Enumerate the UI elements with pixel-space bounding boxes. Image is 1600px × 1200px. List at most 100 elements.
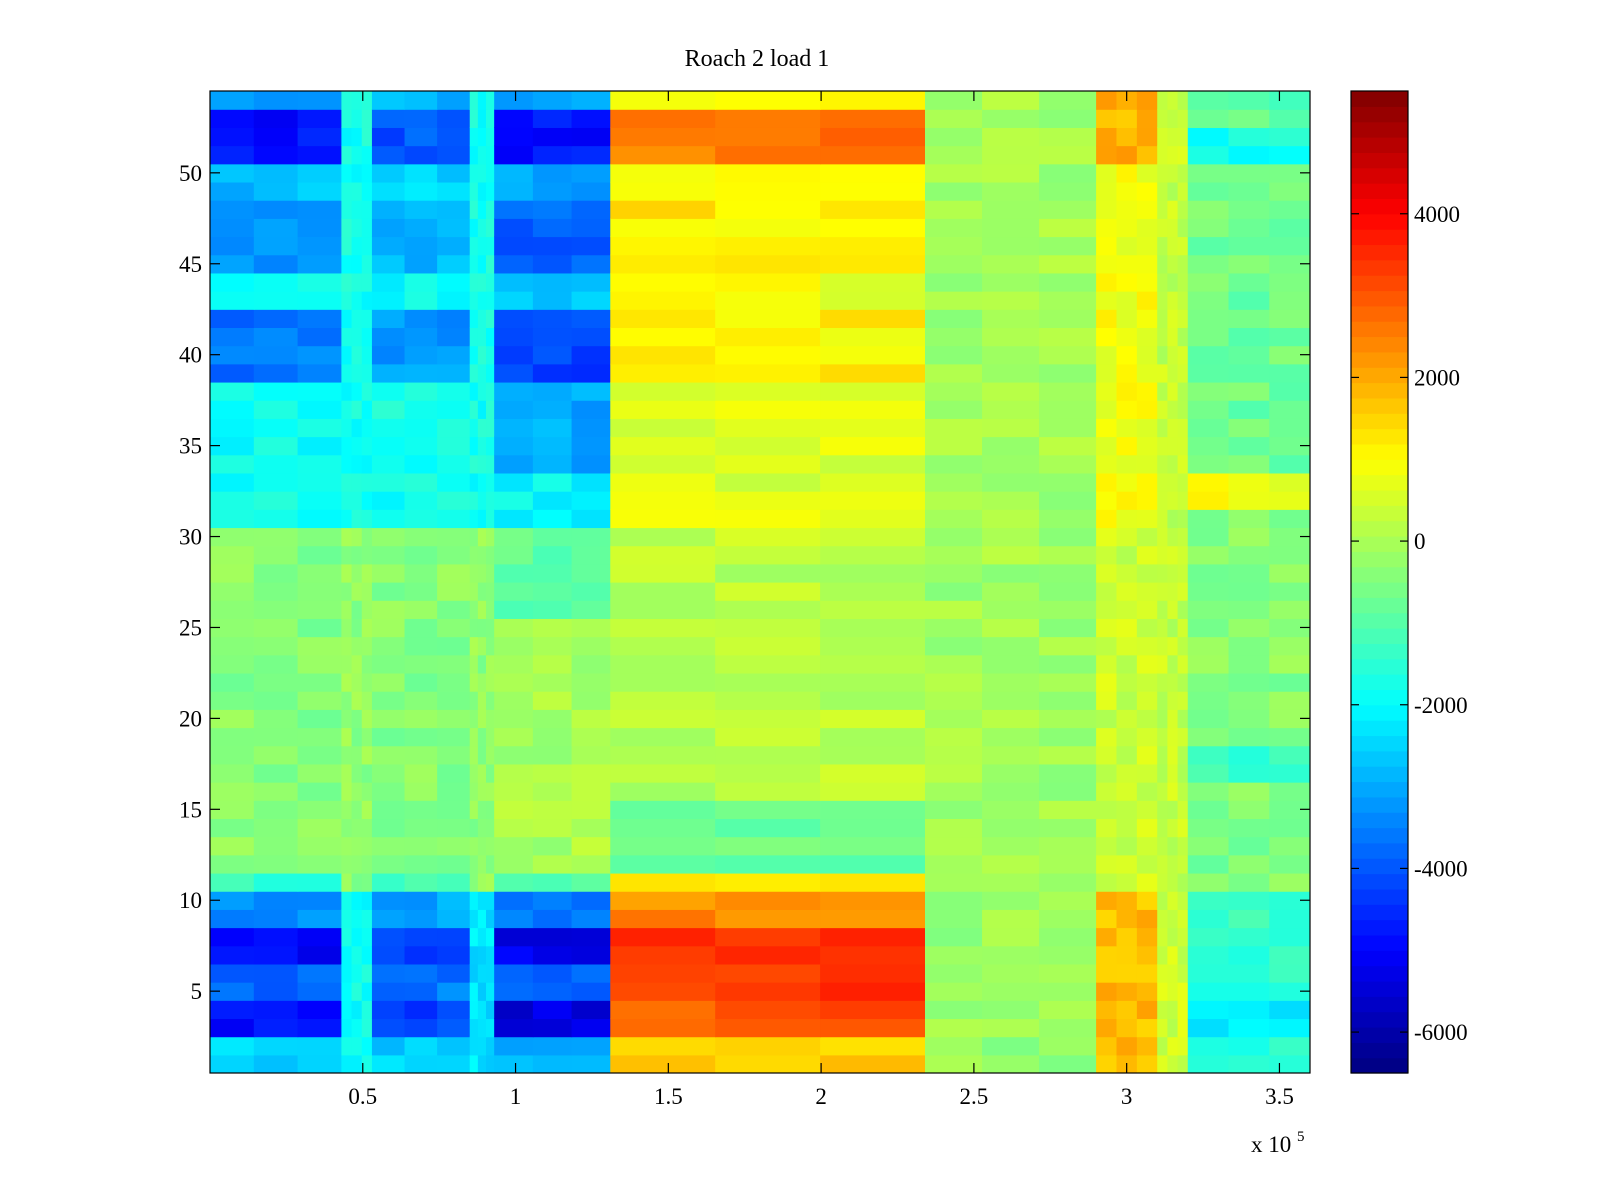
heatmap-cell xyxy=(571,763,611,783)
heatmap-cell xyxy=(715,982,821,1001)
heatmap-cell xyxy=(820,618,926,638)
heatmap-cell xyxy=(1157,254,1169,274)
heatmap-cell xyxy=(297,345,342,365)
heatmap-cell xyxy=(351,945,363,965)
heatmap-cell xyxy=(571,891,611,910)
heatmap-cell xyxy=(469,163,479,183)
heatmap-cell xyxy=(210,345,255,365)
heatmap-cell xyxy=(1228,236,1270,256)
heatmap-cell xyxy=(925,454,983,474)
heatmap-cell xyxy=(571,436,611,456)
heatmap-cell xyxy=(1167,1054,1179,1073)
heatmap-cell xyxy=(437,272,471,292)
heatmap-cell xyxy=(1039,1000,1097,1020)
heatmap-cell xyxy=(361,109,373,128)
heatmap-cell xyxy=(210,200,255,219)
heatmap-cell xyxy=(477,1054,487,1073)
heatmap-cell xyxy=(404,1000,438,1020)
heatmap-cell xyxy=(494,836,534,856)
heatmap-cell xyxy=(486,709,495,729)
heatmap-cell xyxy=(210,218,255,238)
heatmap-cell xyxy=(477,672,487,692)
heatmap-cell xyxy=(371,800,406,820)
heatmap-cell xyxy=(297,709,342,729)
heatmap-cell xyxy=(982,163,1040,183)
heatmap-cell xyxy=(404,400,438,419)
heatmap-cell xyxy=(1187,400,1230,419)
heatmap-cell xyxy=(1136,418,1158,438)
heatmap-cell xyxy=(820,982,926,1001)
heatmap-cell xyxy=(1096,872,1118,892)
heatmap-cell xyxy=(1167,654,1179,674)
heatmap-cell xyxy=(532,454,573,474)
heatmap-cell xyxy=(210,800,255,820)
heatmap-cell xyxy=(610,109,716,128)
heatmap-cell xyxy=(610,472,716,492)
heatmap-cell xyxy=(571,418,611,438)
heatmap-cell xyxy=(715,418,821,438)
heatmap-cell xyxy=(1096,200,1118,219)
heatmap-cell xyxy=(297,618,342,638)
heatmap-cell xyxy=(1136,1054,1158,1073)
heatmap-cell xyxy=(1136,1036,1158,1056)
heatmap-cell xyxy=(1269,872,1310,892)
heatmap-cell xyxy=(571,691,611,710)
heatmap-cell xyxy=(341,618,353,638)
heatmap-cell xyxy=(404,854,438,874)
heatmap-cell xyxy=(253,91,299,110)
heatmap-cell xyxy=(404,309,438,329)
heatmap-cell xyxy=(297,1018,342,1038)
heatmap-cell xyxy=(1269,727,1310,747)
heatmap-cell xyxy=(1269,200,1310,219)
heatmap-cell xyxy=(1228,945,1270,965)
heatmap-cell xyxy=(1096,818,1118,838)
colorbar-level xyxy=(1351,152,1408,169)
heatmap-cell xyxy=(1039,181,1097,201)
heatmap-cell xyxy=(715,291,821,310)
heatmap-cell xyxy=(469,854,479,874)
heatmap-cell xyxy=(1136,291,1158,310)
heatmap-cell xyxy=(1167,527,1179,547)
heatmap-cell xyxy=(1096,945,1118,965)
heatmap-cell xyxy=(1228,1000,1270,1020)
heatmap-cell xyxy=(715,1000,821,1020)
heatmap-cell xyxy=(1228,491,1270,510)
heatmap-cell xyxy=(982,381,1040,401)
heatmap-cell xyxy=(361,709,373,729)
colorbar-level xyxy=(1351,934,1408,951)
heatmap-cell xyxy=(351,745,363,765)
heatmap-cell xyxy=(486,891,495,910)
heatmap-cell xyxy=(925,782,983,801)
heatmap-cell xyxy=(1167,127,1179,147)
heatmap-cell xyxy=(253,527,299,547)
heatmap-cell xyxy=(610,836,716,856)
heatmap-cell xyxy=(494,891,534,910)
heatmap-cell xyxy=(532,91,573,110)
heatmap-cell xyxy=(532,109,573,128)
heatmap-cell xyxy=(486,1036,495,1056)
heatmap-cell xyxy=(1167,109,1179,128)
heatmap-cell xyxy=(1177,963,1189,983)
heatmap-cell xyxy=(820,1036,926,1056)
heatmap-cell xyxy=(437,582,471,601)
heatmap-cell xyxy=(351,291,363,310)
heatmap-cell xyxy=(341,1054,353,1073)
heatmap-cell xyxy=(351,582,363,601)
heatmap-cell xyxy=(1228,254,1270,274)
heatmap-cell xyxy=(341,763,353,783)
heatmap-cell xyxy=(925,1018,983,1038)
heatmap-cell xyxy=(925,745,983,765)
heatmap-cell xyxy=(1096,491,1118,510)
heatmap-cell xyxy=(1096,563,1118,583)
heatmap-cell xyxy=(1116,636,1138,656)
heatmap-cell xyxy=(1167,582,1179,601)
heatmap-cell xyxy=(361,272,373,292)
heatmap-cell xyxy=(469,181,479,201)
heatmap-cell xyxy=(253,1036,299,1056)
heatmap-cell xyxy=(486,291,495,310)
heatmap-cell xyxy=(486,327,495,347)
heatmap-cell xyxy=(494,400,534,419)
heatmap-cell xyxy=(1187,254,1230,274)
heatmap-cell xyxy=(1116,236,1138,256)
heatmap-cell xyxy=(610,91,716,110)
